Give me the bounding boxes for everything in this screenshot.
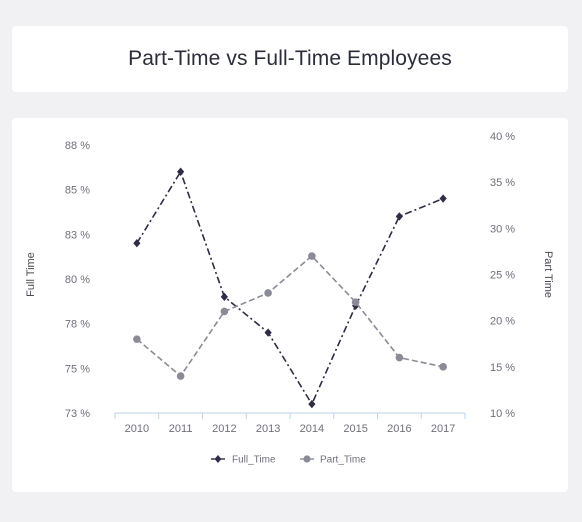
y-right-axis-title: Part Time — [542, 251, 554, 298]
chart-title-card: Part-Time vs Full-Time Employees — [12, 26, 568, 92]
y-right-tick-label: 10 % — [490, 408, 515, 420]
y-right-tick-label: 20 % — [490, 316, 515, 328]
data-point-part-time — [220, 307, 229, 316]
y-left-tick-label: 78 % — [65, 319, 90, 331]
data-point-part-time — [176, 372, 185, 380]
data-point-full-time — [220, 292, 228, 302]
y-left-tick-label: 85 % — [65, 185, 90, 197]
data-point-full-time — [177, 167, 185, 176]
data-point-full-time — [264, 328, 272, 337]
y-right-tick-label: 35 % — [490, 177, 515, 189]
chart-title: Part-Time vs Full-Time Employees — [128, 47, 452, 70]
x-tick-label: 2013 — [256, 423, 280, 435]
legend-label: Part_Time — [320, 455, 366, 466]
y-left-tick-label: 88 % — [65, 140, 90, 152]
y-left-tick-label: 83 % — [65, 229, 90, 241]
y-left-tick-label: 75 % — [65, 363, 90, 375]
y-left-axis-title: Full Time — [25, 252, 37, 297]
y-right-tick-label: 40 % — [490, 131, 515, 143]
legend-label: Full_Time — [232, 455, 276, 466]
legend-marker-circle — [303, 455, 311, 463]
y-right-tick-label: 25 % — [490, 270, 515, 282]
chart-card: 73 % 75 % 78 % 80 % 83 % 85 % 88 % 10 % 15 % 20 %… — [12, 118, 568, 492]
x-tick-label: 2015 — [343, 423, 367, 435]
series-line-full-time — [136, 169, 444, 406]
line-chart: 73 % 75 % 78 % 80 % 83 % 85 % 88 % 10 % 15 % 20 %… — [25, 131, 554, 466]
x-tick-label: 2012 — [212, 423, 236, 435]
data-point-part-time — [439, 363, 447, 371]
data-point-part-time — [395, 353, 404, 362]
data-point-part-time — [133, 335, 141, 343]
x-tick-label: 2014 — [300, 423, 324, 435]
data-point-full-time — [133, 239, 141, 248]
y-left-tick-label: 73 % — [65, 408, 90, 420]
data-point-full-time — [395, 212, 403, 221]
x-tick-label: 2017 — [431, 423, 455, 435]
data-point-part-time — [264, 289, 272, 297]
x-tick-label: 2010 — [125, 423, 149, 435]
data-point-part-time — [351, 298, 360, 306]
data-point-full-time — [439, 194, 447, 203]
series-line-part-time — [136, 254, 444, 378]
data-point-full-time — [308, 399, 316, 409]
x-tick-label: 2016 — [387, 423, 411, 435]
y-right-tick-label: 30 % — [490, 223, 515, 235]
y-right-tick-label: 15 % — [490, 362, 515, 374]
y-left-tick-label: 80 % — [65, 274, 90, 286]
legend-marker-diamond — [214, 455, 222, 463]
data-point-part-time — [308, 252, 316, 260]
x-tick-label: 2011 — [169, 423, 193, 435]
